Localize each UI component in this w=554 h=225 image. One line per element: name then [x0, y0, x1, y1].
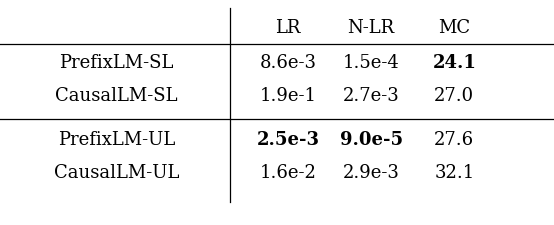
Text: 2.5e-3: 2.5e-3	[257, 130, 320, 148]
Text: PrefixLM-UL: PrefixLM-UL	[58, 130, 175, 148]
Text: 2.9e-3: 2.9e-3	[343, 163, 399, 181]
Text: 27.6: 27.6	[434, 130, 474, 148]
Text: CausalLM-UL: CausalLM-UL	[54, 163, 179, 181]
Text: 32.1: 32.1	[434, 163, 474, 181]
Text: 1.6e-2: 1.6e-2	[260, 163, 316, 181]
Text: 1.5e-4: 1.5e-4	[343, 54, 399, 72]
Text: LR: LR	[275, 19, 301, 37]
Text: 27.0: 27.0	[434, 87, 474, 105]
Text: 8.6e-3: 8.6e-3	[260, 54, 316, 72]
Text: 24.1: 24.1	[432, 54, 476, 72]
Text: CausalLM-SL: CausalLM-SL	[55, 87, 178, 105]
Text: N-LR: N-LR	[347, 19, 395, 37]
Text: MC: MC	[438, 19, 470, 37]
Text: 2.7e-3: 2.7e-3	[343, 87, 399, 105]
Text: 9.0e-5: 9.0e-5	[340, 130, 403, 148]
Text: PrefixLM-SL: PrefixLM-SL	[59, 54, 173, 72]
Text: 1.9e-1: 1.9e-1	[260, 87, 316, 105]
